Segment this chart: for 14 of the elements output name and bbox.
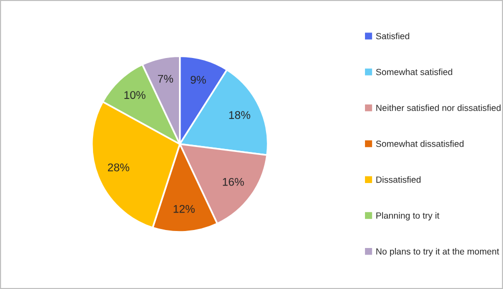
legend-label: Planning to try it xyxy=(376,212,440,220)
legend-label: No plans to try it at the moment xyxy=(376,248,500,256)
legend-label: Dissatisfied xyxy=(376,176,421,183)
data-label: 12% xyxy=(174,204,195,213)
legend-label: Satisfied xyxy=(376,32,410,40)
legend-label: Neither satisfied nor dissatisfied xyxy=(376,104,501,112)
data-label: 16% xyxy=(222,178,244,186)
data-label: 10% xyxy=(124,91,146,99)
data-label: 9% xyxy=(190,76,206,84)
data-label: 7% xyxy=(158,74,174,83)
data-label: 28% xyxy=(108,163,130,172)
legend-label: Somewhat satisfied xyxy=(376,68,452,76)
legend-label: Somewhat dissatisfied xyxy=(376,140,464,147)
data-label: 18% xyxy=(229,111,250,119)
